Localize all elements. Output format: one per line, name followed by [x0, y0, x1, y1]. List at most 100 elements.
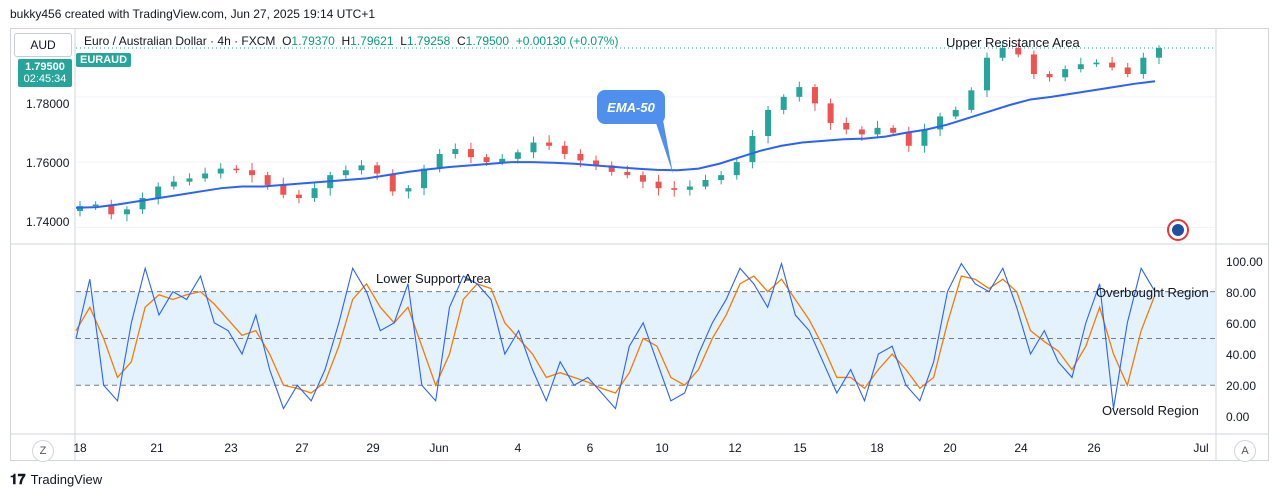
candle-body: [1046, 74, 1053, 78]
candle-body: [655, 181, 662, 189]
low-value: 1.79258: [406, 34, 451, 48]
candle-body: [405, 188, 412, 192]
brand-name: TradingView: [30, 472, 103, 487]
candle-body: [1156, 47, 1162, 58]
candle-body: [546, 142, 553, 146]
time-axis-label: 6: [586, 441, 594, 455]
stoch-d-line: [75, 275, 1156, 394]
candle-body: [436, 153, 443, 169]
close-value: 1.79500: [465, 34, 510, 48]
auto-scale-button[interactable]: A: [1234, 440, 1256, 462]
ema-callout-pointer: [655, 120, 673, 174]
candle-body: [983, 57, 990, 91]
currency-selector[interactable]: AUD: [14, 33, 72, 57]
time-axis-label: 29: [366, 441, 380, 455]
open-label: O: [282, 34, 292, 48]
candle-body: [421, 168, 428, 189]
candle-body: [905, 132, 912, 146]
low-label: L: [400, 34, 407, 48]
open-value: 1.79370: [291, 34, 335, 48]
candle-body: [217, 168, 224, 174]
candle-body: [999, 47, 1006, 58]
price-axis-label: 1.76000: [26, 156, 70, 170]
candle-body: [937, 116, 944, 130]
candle-body: [968, 90, 975, 110]
candle-body: [358, 165, 365, 171]
candle-body: [733, 162, 740, 176]
time-axis-label: 15: [793, 441, 807, 455]
time-axis-label: 18: [73, 441, 87, 455]
candle-body: [155, 186, 162, 198]
candle-body: [311, 188, 318, 198]
candle-body: [1124, 67, 1131, 75]
candle-body: [1015, 47, 1022, 55]
ema-50-line: [75, 80, 1156, 209]
osc-axis-label: 80.00: [1226, 286, 1257, 300]
price-axis-label: 1.78000: [26, 97, 70, 111]
candle-body: [499, 158, 506, 163]
candle-body: [514, 152, 521, 159]
osc-axis-label: 60.00: [1226, 317, 1257, 331]
candle-body: [608, 165, 615, 172]
candle-body: [389, 173, 396, 192]
bar-countdown: 02:45:34: [23, 73, 67, 85]
candle-body: [374, 165, 381, 174]
time-axis-label: 12: [728, 441, 742, 455]
candle-body: [295, 194, 302, 198]
osc-axis-label: 20.00: [1226, 379, 1257, 393]
osc-axis-label: 0.00: [1226, 410, 1250, 424]
candle-body: [233, 168, 240, 171]
candle-body: [108, 204, 115, 215]
candle-body: [843, 122, 850, 130]
time-axis-label: 21: [150, 441, 164, 455]
candle-body: [765, 109, 772, 136]
candle-body: [624, 171, 631, 176]
candle-body: [170, 181, 177, 187]
time-axis-label: 20: [943, 441, 957, 455]
symbol-tag: EURAUD: [76, 53, 132, 67]
zoom-left-button[interactable]: Z: [32, 440, 54, 462]
candle-body: [139, 197, 146, 210]
candle-body: [1077, 64, 1084, 70]
candle-body: [686, 186, 693, 190]
time-axis-label: 24: [1014, 441, 1028, 455]
lower-support-annotation: Lower Support Area: [376, 271, 491, 286]
candle-body: [749, 136, 756, 163]
time-axis-label: 18: [870, 441, 884, 455]
candle-body: [858, 129, 865, 135]
candle-body: [280, 184, 287, 195]
candle-body: [467, 149, 474, 158]
high-label: H: [341, 34, 351, 48]
candle-body: [452, 149, 459, 154]
ema-callout[interactable]: EMA-50: [597, 90, 665, 124]
byline: bukky456 created with TradingView.com, J…: [10, 7, 375, 21]
candle-body: [780, 96, 787, 110]
candle-body: [1030, 54, 1037, 75]
candle-body: [530, 142, 537, 153]
change-value: +0.00130 (+0.07%): [515, 34, 619, 48]
stoch-k-line: [75, 261, 1156, 410]
candle-body: [718, 175, 725, 181]
time-axis-label: Jul: [1193, 441, 1209, 455]
candle-body: [639, 175, 646, 182]
symbol-legend: Euro / Australian Dollar · 4h · FXCM O1.…: [84, 34, 618, 48]
candle-body: [921, 129, 928, 146]
compass-badge-core: [1172, 224, 1184, 236]
candle-body: [264, 175, 271, 185]
time-axis-label: 27: [295, 441, 309, 455]
candle-body: [1140, 57, 1147, 75]
tradingview-brand: 𝟏𝟕 TradingView: [10, 471, 102, 488]
time-axis-label: 4: [514, 441, 522, 455]
candle-body: [702, 180, 709, 187]
candle-body: [827, 103, 834, 123]
upper-resistance-annotation: Upper Resistance Area: [946, 35, 1080, 50]
candle-body: [202, 173, 209, 179]
candle-body: [249, 170, 256, 176]
candle-body: [92, 204, 99, 207]
candle-body: [1093, 62, 1100, 65]
candle-body: [890, 127, 897, 133]
candle-body: [796, 87, 803, 97]
candle-body: [952, 109, 959, 117]
